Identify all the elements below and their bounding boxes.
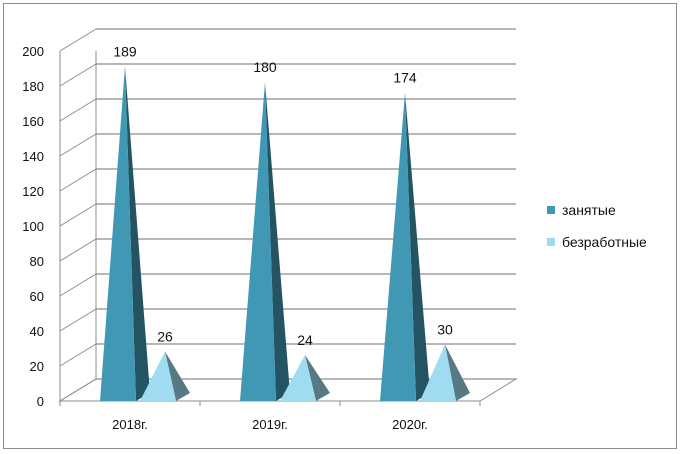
bar-0-1-side xyxy=(265,82,290,401)
gridline-side-7 xyxy=(59,133,97,157)
gridline-side-5 xyxy=(59,203,97,227)
chart-marks: 189 180 174 26 24 30 xyxy=(100,43,470,401)
bar-0-2-side xyxy=(405,92,430,401)
gridline-side-3 xyxy=(59,273,97,297)
y-tick-label: 0 xyxy=(37,394,44,409)
legend-swatch-0 xyxy=(547,206,555,214)
gridline-side-9 xyxy=(59,63,97,87)
y-tick-label: 60 xyxy=(30,289,44,304)
bar-0-0 xyxy=(100,66,136,401)
data-label: 26 xyxy=(157,329,173,345)
x-tick-label: 2020г. xyxy=(392,417,428,432)
data-label: 24 xyxy=(297,332,313,348)
bar-1-2-side xyxy=(445,344,470,401)
bar-0-2 xyxy=(380,92,416,401)
bar-1-1-side xyxy=(305,355,330,401)
y-tick-label: 120 xyxy=(22,184,44,199)
y-tick-label: 200 xyxy=(22,44,44,59)
bar-1-2 xyxy=(420,344,456,401)
grid xyxy=(58,28,518,402)
data-label: 30 xyxy=(437,322,453,338)
bar-1-0-side xyxy=(165,351,190,401)
gridline-side-6 xyxy=(59,168,97,192)
gridline-side-1 xyxy=(59,343,97,367)
data-label: 174 xyxy=(393,70,417,86)
gridline-side-8 xyxy=(59,98,97,122)
data-label: 180 xyxy=(253,59,277,75)
bar-0-1 xyxy=(240,82,276,401)
x-tick-label: 2018г. xyxy=(112,417,148,432)
gridline-side-4 xyxy=(59,238,97,262)
y-tick-label: 100 xyxy=(22,219,44,234)
legend-label-0: занятые xyxy=(562,202,616,218)
bar-1-1 xyxy=(280,355,316,401)
y-tick-label: 80 xyxy=(30,254,44,269)
gridline-side-10 xyxy=(59,28,97,52)
x-tick-label: 2019г. xyxy=(252,417,288,432)
data-label: 189 xyxy=(113,43,137,59)
y-tick-label: 20 xyxy=(30,359,44,374)
y-tick-label: 180 xyxy=(22,79,44,94)
legend: занятые безработные xyxy=(547,202,647,250)
y-tick-label: 40 xyxy=(30,324,44,339)
bar-1-0 xyxy=(140,351,176,401)
y-axis: 0 20 40 60 80 100 120 140 160 180 200 xyxy=(22,44,61,409)
y-tick-label: 160 xyxy=(22,114,44,129)
legend-swatch-1 xyxy=(547,238,555,246)
x-axis: 2018г. 2019г. 2020г. xyxy=(59,401,481,432)
y-tick-label: 140 xyxy=(22,149,44,164)
gridline-side-2 xyxy=(59,308,97,332)
bar-0-0-side xyxy=(125,66,150,401)
legend-label-1: безработные xyxy=(562,234,647,250)
